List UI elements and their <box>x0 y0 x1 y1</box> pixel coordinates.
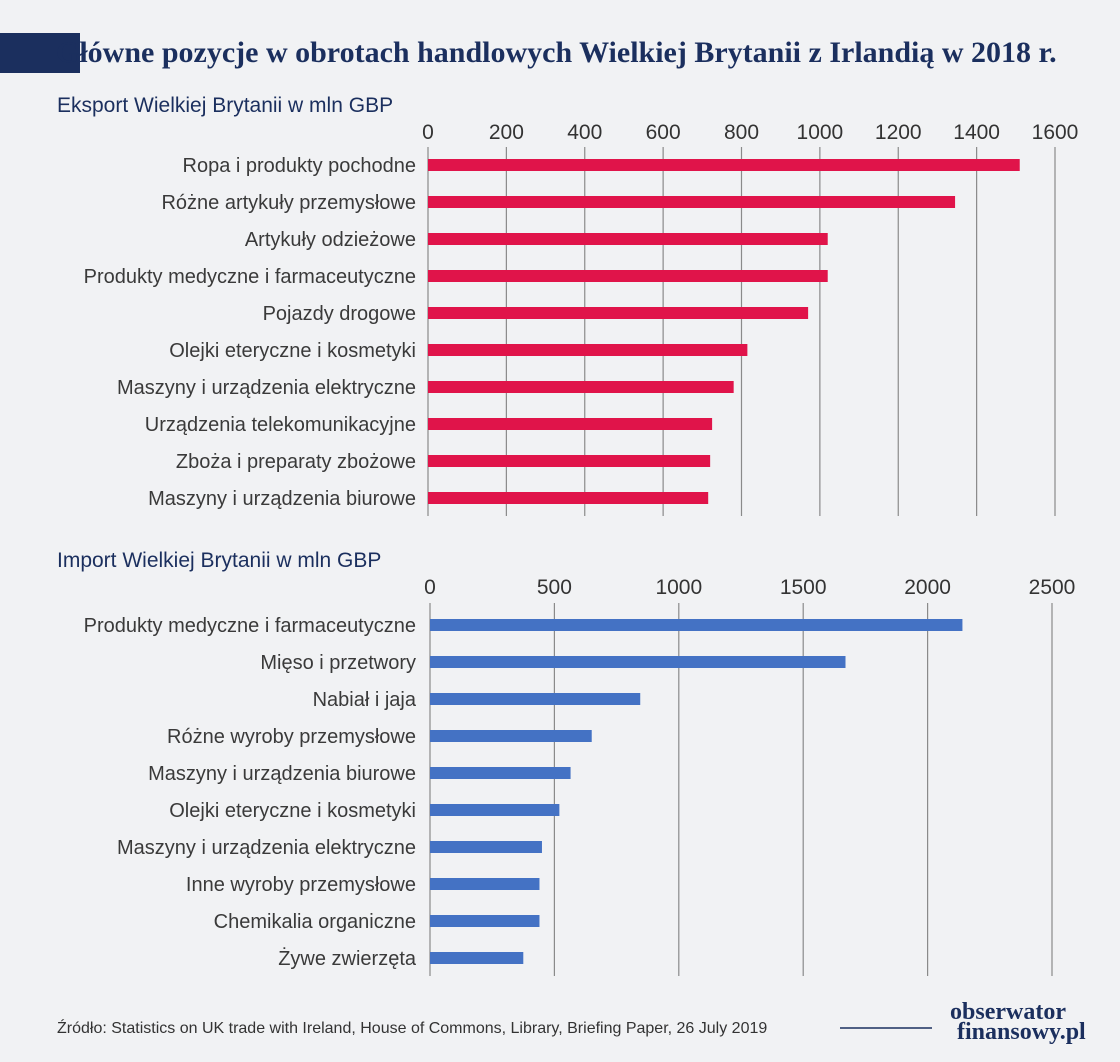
import-category-label: Maszyny i urządzenia biurowe <box>148 763 416 785</box>
export-category-label: Urządzenia telekomunikacyjne <box>145 414 416 436</box>
import-category-label: Inne wyroby przemysłowe <box>186 874 416 896</box>
export-bar <box>428 307 809 319</box>
import-tick-label: 1500 <box>780 576 827 599</box>
export-tick-label: 800 <box>724 121 759 144</box>
import-bar <box>430 656 846 668</box>
import-category-label: Żywe zwierzęta <box>278 947 417 970</box>
import-category-label: Mięso i przetwory <box>260 652 416 674</box>
export-chart: Eksport Wielkiej Brytanii w mln GBP 0 200… <box>57 94 1078 516</box>
export-bar <box>428 233 828 245</box>
import-bar <box>430 767 571 779</box>
export-tick-label: 1600 <box>1032 121 1079 144</box>
export-chart-subtitle: Eksport Wielkiej Brytanii w mln GBP <box>57 94 393 117</box>
import-bar <box>430 804 560 816</box>
title-accent-bar <box>0 33 80 73</box>
export-tick-label: 1000 <box>797 121 844 144</box>
import-chart: Import Wielkiej Brytanii w mln GBP 0 500 1… <box>57 549 1075 976</box>
import-category-label: Chemikalia organiczne <box>214 911 416 933</box>
import-bar <box>430 841 542 853</box>
export-category-label: Olejki eteryczne i kosmetyki <box>169 340 416 362</box>
export-tick-label: 600 <box>646 121 681 144</box>
import-bar <box>430 915 540 927</box>
export-bar <box>428 159 1020 171</box>
import-tick-label: 2500 <box>1029 576 1076 599</box>
export-bar <box>428 270 828 282</box>
logo-line-1: obserwator <box>950 999 1066 1025</box>
export-bar <box>428 196 956 208</box>
import-bar <box>430 619 963 631</box>
logo-line-2: finansowy.pl <box>957 1019 1086 1045</box>
import-tick-label: 0 <box>424 576 436 599</box>
import-category-label: Produkty medyczne i farmaceutyczne <box>84 615 416 637</box>
import-bar <box>430 878 540 890</box>
import-category-label: Olejki eteryczne i kosmetyki <box>169 800 416 822</box>
import-category-label: Nabiał i jaja <box>313 689 417 711</box>
export-bar <box>428 455 711 467</box>
import-category-label: Maszyny i urządzenia elektryczne <box>117 837 416 859</box>
export-tick-label: 1200 <box>875 121 922 144</box>
import-tick-label: 500 <box>537 576 572 599</box>
export-tick-label: 1400 <box>953 121 1000 144</box>
export-category-label: Pojazdy drogowe <box>263 303 416 325</box>
page-title: Główne pozycje w obrotach handlowych Wie… <box>56 36 1057 69</box>
import-chart-subtitle: Import Wielkiej Brytanii w mln GBP <box>57 549 381 572</box>
import-bar <box>430 730 592 742</box>
export-category-label: Artykuły odzieżowe <box>245 229 416 251</box>
export-tick-label: 400 <box>567 121 602 144</box>
source-note: Źródło: Statistics on UK trade with Irel… <box>57 1018 767 1037</box>
import-tick-label: 2000 <box>904 576 951 599</box>
export-tick-label: 200 <box>489 121 524 144</box>
export-category-label: Różne artykuły przemysłowe <box>161 192 416 214</box>
export-category-label: Zboża i preparaty zbożowe <box>176 451 416 473</box>
export-bar <box>428 381 734 393</box>
export-category-label: Maszyny i urządzenia biurowe <box>148 488 416 510</box>
export-category-label: Produkty medyczne i farmaceutyczne <box>84 266 416 288</box>
export-tick-label: 0 <box>422 121 434 144</box>
export-category-label: Ropa i produkty pochodne <box>183 155 417 177</box>
export-bar <box>428 492 709 504</box>
export-bar <box>428 418 713 430</box>
export-category-label: Maszyny i urządzenia elektryczne <box>117 377 416 399</box>
export-bar <box>428 344 748 356</box>
import-bar <box>430 952 524 964</box>
import-category-label: Różne wyroby przemysłowe <box>167 726 416 748</box>
import-bar <box>430 693 641 705</box>
import-tick-label: 1000 <box>655 576 702 599</box>
